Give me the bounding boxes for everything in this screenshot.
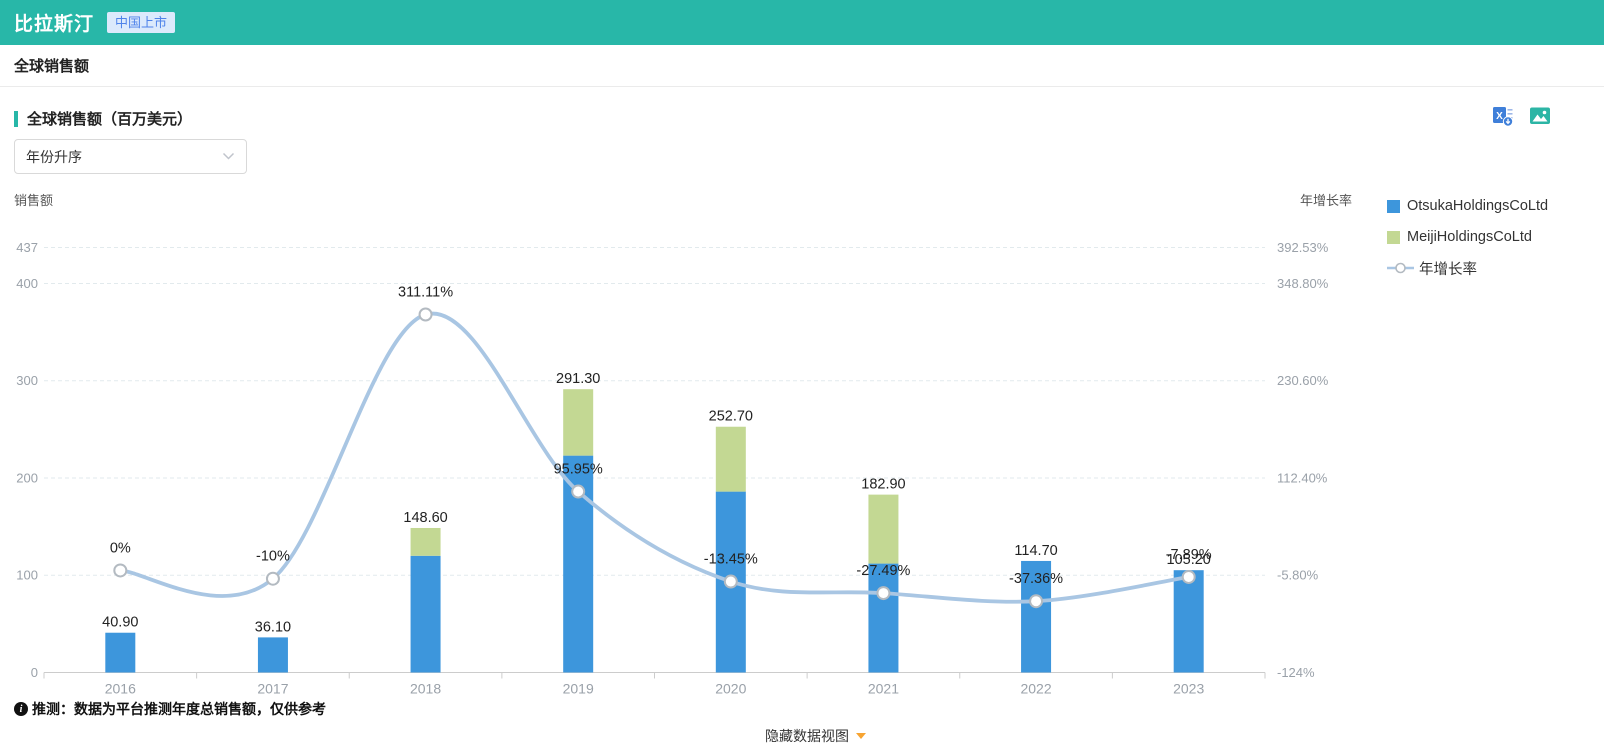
- growth-rate-label: -37.36%: [1009, 571, 1063, 587]
- bar-total-label: 148.60: [403, 510, 447, 526]
- bar-otsuka: [1021, 560, 1052, 673]
- bar-total-label: 40.90: [102, 615, 138, 631]
- bar-meiji: [410, 527, 441, 556]
- bar-meiji: [563, 389, 594, 456]
- growth-rate-label: -27.49%: [856, 563, 910, 579]
- right-tick-label: 230.60%: [1277, 373, 1329, 388]
- bar-otsuka: [410, 555, 441, 673]
- sales-growth-chart: 0 -124% 100 -5.80% 200 112.40% 300 230.60% 400 34…: [16, 240, 1329, 697]
- left-tick-label: 437: [16, 240, 38, 255]
- line-point-marker: [418, 307, 433, 322]
- export-image-button[interactable]: [1529, 105, 1551, 127]
- app-header: 比拉斯汀 中国上市: [0, 0, 1604, 45]
- left-tick-label: 100: [16, 568, 38, 583]
- x-category-label: 2017: [257, 681, 288, 697]
- bar-total-label: 105.20: [1167, 552, 1211, 568]
- right-tick-label: 348.80%: [1277, 276, 1329, 291]
- legend-item-meiji[interactable]: MeijiHoldingsCoLtd: [1387, 226, 1548, 248]
- x-category-label: 2016: [105, 681, 136, 697]
- sort-order-value: 年份升序: [26, 148, 82, 165]
- right-tick-label: -5.80%: [1277, 568, 1319, 583]
- chevron-down-icon: [222, 152, 235, 160]
- chart-legend: OtsukaHoldingsCoLtd MeijiHoldingsCoLtd 年…: [1387, 195, 1548, 288]
- line-point-marker: [1029, 594, 1044, 609]
- drug-name-title: 比拉斯汀: [14, 14, 95, 35]
- legend-label: MeijiHoldingsCoLtd: [1407, 229, 1532, 245]
- right-tick-label: 392.53%: [1277, 240, 1329, 255]
- bar-otsuka: [257, 637, 288, 673]
- hide-data-view-toggle[interactable]: 隐藏数据视图: [765, 726, 866, 746]
- growth-rate-line: [118, 311, 1191, 604]
- caret-down-icon: [856, 733, 866, 739]
- left-tick-label: 0: [31, 665, 38, 680]
- green-swatch-icon: [1387, 230, 1400, 244]
- bar-total-label: 182.90: [861, 477, 905, 493]
- toggle-label: 隐藏数据视图: [765, 728, 849, 744]
- image-download-icon: [1530, 107, 1550, 124]
- bar-total-label: 114.70: [1014, 543, 1057, 559]
- bar-total-label: 252.70: [709, 409, 753, 425]
- estimate-footnote: i 推测：数据为平台推测年度总销售额，仅供参考: [14, 699, 326, 719]
- line-point-marker: [876, 586, 891, 601]
- growth-rate-label: 0%: [110, 540, 131, 556]
- line-circle-marker-icon: [1387, 262, 1414, 274]
- left-tick-label: 300: [16, 373, 38, 388]
- blue-swatch-icon: [1387, 199, 1400, 213]
- bar-total-label: 291.30: [556, 371, 600, 387]
- info-icon: i: [14, 702, 28, 716]
- section-title: 全球销售额（百万美元）: [27, 111, 193, 128]
- line-point-marker: [723, 574, 738, 589]
- x-category-label: 2021: [868, 681, 899, 697]
- line-point-marker: [1181, 569, 1196, 584]
- growth-rate-label: 311.11%: [398, 284, 453, 300]
- excel-download-icon: X: [1493, 107, 1514, 127]
- left-tick-label: 400: [16, 276, 38, 291]
- legend-label: 年增长率: [1419, 261, 1477, 278]
- growth-rate-label: -10%: [256, 549, 290, 565]
- right-tick-label: -124%: [1277, 665, 1315, 680]
- section-header: 全球销售额（百万美元）: [14, 108, 192, 129]
- x-category-label: 2018: [410, 681, 441, 697]
- x-category-label: 2019: [563, 681, 594, 697]
- section-accent-bar: [14, 110, 18, 127]
- bar-meiji: [868, 494, 899, 564]
- listed-status-badge: 中国上市: [107, 12, 176, 33]
- left-tick-label: 200: [16, 470, 38, 485]
- x-category-label: 2022: [1020, 681, 1051, 697]
- right-axis-title: 年增长率: [1300, 193, 1353, 208]
- x-category-label: 2020: [715, 681, 746, 697]
- right-tick-label: 112.40%: [1277, 470, 1328, 485]
- legend-item-growth-rate[interactable]: 年增长率: [1387, 257, 1548, 279]
- line-point-marker: [113, 563, 128, 578]
- page-title: 全球销售额: [14, 58, 90, 75]
- growth-rate-label: 95.95%: [554, 462, 603, 478]
- line-point-marker: [571, 484, 586, 499]
- legend-item-otsuka[interactable]: OtsukaHoldingsCoLtd: [1387, 195, 1548, 217]
- export-excel-button[interactable]: X: [1492, 105, 1514, 127]
- bar-otsuka: [1173, 570, 1204, 673]
- legend-label: OtsukaHoldingsCoLtd: [1407, 198, 1549, 214]
- bar-otsuka: [868, 563, 899, 673]
- growth-rate-label: -7.89%: [1166, 547, 1212, 563]
- export-toolbar: X: [1492, 105, 1551, 127]
- bar-otsuka: [105, 632, 136, 673]
- svg-text:X: X: [1496, 111, 1503, 122]
- sort-order-select[interactable]: 年份升序: [14, 139, 247, 174]
- x-category-label: 2023: [1173, 681, 1204, 697]
- left-axis-title: 销售额: [14, 193, 54, 208]
- line-point-marker: [265, 571, 280, 586]
- growth-rate-label: -13.45%: [704, 552, 758, 568]
- bar-meiji: [715, 426, 746, 492]
- page-title-bar: 全球销售额: [0, 45, 1604, 87]
- bar-total-label: 36.10: [255, 619, 291, 635]
- footnote-text: 推测：数据为平台推测年度总销售额，仅供参考: [32, 701, 326, 717]
